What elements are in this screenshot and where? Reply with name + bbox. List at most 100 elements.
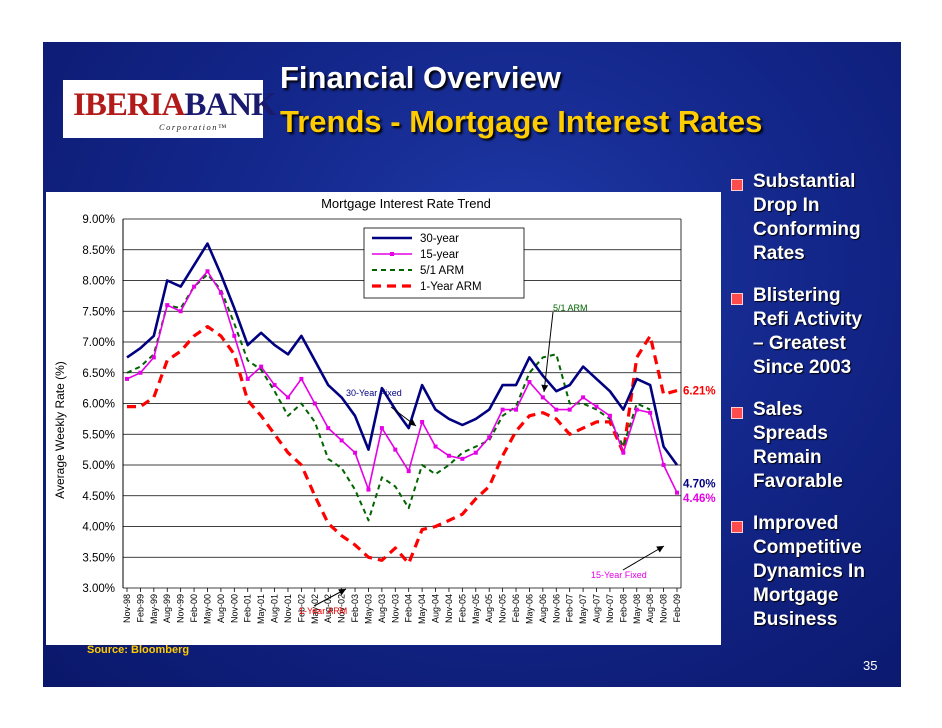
series-point — [205, 269, 210, 274]
x-tick-label: Feb-07 — [565, 594, 575, 623]
series-point — [312, 401, 317, 406]
x-tick-label: Aug-99 — [162, 594, 172, 623]
y-tick-label: 5.50% — [82, 429, 115, 441]
bullet-text: Sales Spreads Remain Favorable — [753, 399, 843, 492]
annotation-arrowhead — [338, 589, 346, 596]
x-tick-label: Feb-00 — [189, 594, 199, 623]
series-point — [218, 290, 223, 295]
series-point — [326, 426, 331, 431]
x-tick-label: Nov-99 — [176, 594, 186, 623]
y-axis-ticks: 9.00% 8.50% 8.00% 7.50% 7.00% 6.50% 6.00% 5.50%… — [82, 214, 115, 595]
series-point — [165, 303, 170, 308]
series-point — [487, 435, 492, 440]
legend-label: 1-Year ARM — [420, 281, 482, 293]
y-tick-label: 7.50% — [82, 306, 115, 318]
bullet-square-icon — [731, 521, 743, 533]
y-tick-label: 4.50% — [82, 491, 115, 503]
bullet-text: Substantial Drop In Conforming Rates — [753, 171, 861, 264]
x-tick-label: Feb-08 — [618, 594, 628, 623]
y-tick-label: 6.50% — [82, 368, 115, 380]
end-value-label: 4.46% — [683, 493, 716, 505]
x-tick-label: Aug-05 — [484, 594, 494, 623]
x-tick-label: Nov-07 — [605, 594, 615, 623]
series-point — [272, 383, 277, 388]
bullet-square-icon — [731, 293, 743, 305]
x-tick-label: May-03 — [363, 594, 373, 624]
series-point — [661, 463, 666, 467]
series-point — [339, 438, 344, 443]
y-tick-label: 6.00% — [82, 399, 115, 411]
series-point — [366, 487, 371, 492]
series-line-1-year-arm — [127, 325, 678, 565]
series-point — [514, 407, 519, 412]
x-tick-label: Feb-99 — [135, 594, 145, 623]
series-point — [607, 413, 612, 418]
series-point — [178, 309, 183, 314]
chart-series — [125, 242, 679, 565]
annotation-label: 30-Year Fixed — [346, 388, 402, 398]
company-logo: IBERIABANK Corporation™ — [63, 80, 277, 138]
series-point — [299, 376, 304, 381]
y-tick-label: 7.00% — [82, 337, 115, 349]
series-point — [151, 355, 156, 360]
series-line-5-1-arm — [126, 273, 651, 522]
bullet-item: Sales Spreads Remain Favorable — [729, 398, 901, 494]
x-tick-label: Nov-06 — [551, 594, 561, 623]
legend-label: 5/1 ARM — [420, 265, 464, 277]
x-tick-label: Feb-04 — [404, 594, 414, 623]
x-tick-label: May-02 — [310, 594, 320, 624]
bullet-item: Improved Competitive Dynamics In Mortgag… — [729, 512, 901, 632]
annotation-arrowhead — [656, 546, 664, 553]
legend-label: 15-year — [420, 249, 459, 261]
series-point — [527, 379, 532, 384]
end-value-labels: 6.21% 4.70% 4.46% — [683, 386, 716, 506]
x-tick-label: Aug-04 — [431, 594, 441, 623]
x-tick-label: May-01 — [256, 594, 266, 624]
bullet-list: Substantial Drop In Conforming Rates Bli… — [729, 170, 901, 650]
y-tick-label: 5.00% — [82, 460, 115, 472]
series-point — [473, 450, 478, 455]
x-tick-label: Nov-01 — [283, 594, 293, 623]
end-value-label: 4.70% — [683, 478, 716, 490]
annotation-arrowhead — [541, 384, 549, 392]
y-tick-label: 3.00% — [82, 583, 115, 595]
chart-annotations: 5/1 ARM 30-Year Fixed 15-Year Fixed 1-Year … — [299, 303, 665, 616]
series-point — [581, 395, 586, 400]
x-tick-label: May-04 — [417, 594, 427, 624]
y-tick-label: 3.50% — [82, 552, 115, 564]
bullet-text: Improved Competitive Dynamics In Mortgag… — [753, 513, 865, 630]
logo-subtitle: Corporation™ — [159, 122, 228, 132]
x-tick-label: May-06 — [524, 594, 534, 624]
x-tick-label: Nov-05 — [498, 594, 508, 623]
bullet-text: Blistering Refi Activity – Greatest Sinc… — [753, 285, 863, 378]
x-tick-label: Feb-03 — [350, 594, 360, 623]
series-point — [285, 395, 290, 400]
series-point — [379, 426, 384, 431]
bullet-square-icon — [731, 407, 743, 419]
series-point — [192, 284, 197, 289]
bullet-item: Blistering Refi Activity – Greatest Sinc… — [729, 284, 901, 380]
x-tick-label: Nov-03 — [390, 594, 400, 623]
annotation-label: 15-Year Fixed — [591, 570, 647, 580]
x-tick-label: May-08 — [632, 594, 642, 624]
x-tick-label: Nov-08 — [659, 594, 669, 623]
legend-label: 30-year — [420, 233, 459, 245]
x-tick-label: Feb-02 — [296, 594, 306, 623]
mortgage-rate-chart: Mortgage Interest Rate Trend Average Wee… — [53, 196, 716, 624]
y-axis-label: Average Weekly Rate (%) — [53, 361, 67, 499]
slide-background: IBERIABANK Corporation™ Financial Overvi… — [43, 42, 901, 687]
series-point — [138, 370, 143, 375]
y-tick-label: 9.00% — [82, 214, 115, 226]
end-value-label: 6.21% — [683, 386, 716, 398]
x-tick-label: Aug-00 — [216, 594, 226, 623]
logo-main-text: IBERIA — [73, 87, 185, 123]
series-point — [621, 450, 626, 455]
series-point — [393, 447, 398, 452]
chart-gridlines — [122, 218, 682, 589]
x-tick-label: Nov-04 — [444, 594, 454, 623]
legend-marker — [390, 252, 394, 256]
x-tick-label: Aug-03 — [377, 594, 387, 623]
x-tick-label: Aug-02 — [323, 594, 333, 623]
x-tick-label: Nov-00 — [229, 594, 239, 623]
annotation-arrowhead — [408, 418, 416, 426]
